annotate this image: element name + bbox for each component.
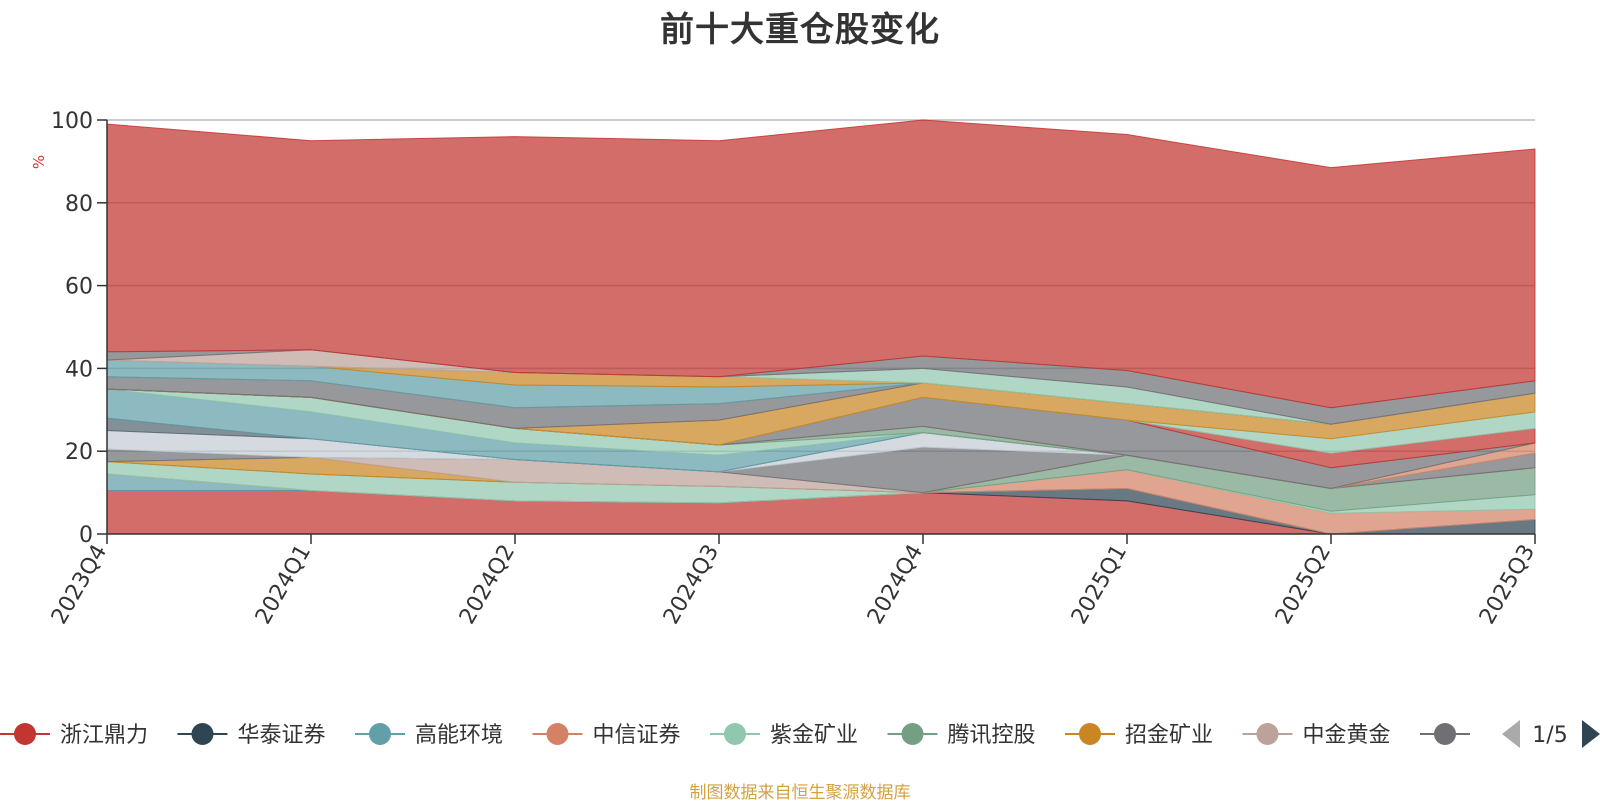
legend-label: 中金黄金 bbox=[1303, 723, 1391, 748]
legend-item[interactable]: 招金矿业 bbox=[1065, 723, 1213, 748]
legend-label: 腾讯控股 bbox=[948, 723, 1036, 748]
area-series-25 bbox=[106, 119, 1536, 409]
legend-marker-icon bbox=[1434, 723, 1456, 745]
legend-label: 中信证券 bbox=[593, 723, 681, 748]
legend-items: 浙江鼎力 华泰证券 高能环境 中信证券 紫金矿业 腾讯控股 招金矿业 中金黄金 洛阳钼业 bbox=[0, 723, 1568, 748]
legend-marker-icon bbox=[14, 723, 36, 745]
legend-label: 浙江鼎力 bbox=[60, 723, 148, 748]
legend-item[interactable]: 中金黄金 bbox=[1242, 723, 1391, 748]
y-axis-label: % bbox=[30, 155, 48, 169]
legend-item[interactable]: 中信证券 bbox=[532, 723, 681, 748]
legend-item[interactable]: 洛阳钼业 bbox=[1420, 723, 1568, 748]
y-tick-label: 60 bbox=[65, 275, 93, 300]
legend-item[interactable]: 浙江鼎力 bbox=[0, 723, 148, 748]
legend-label: 紫金矿业 bbox=[770, 723, 858, 748]
y-tick-label: 80 bbox=[65, 192, 93, 217]
x-tick-label: 2024Q2 bbox=[455, 541, 520, 629]
y-tick-label: 100 bbox=[51, 109, 93, 134]
y-tick-label: 20 bbox=[65, 440, 93, 465]
legend-label: 招金矿业 bbox=[1125, 723, 1213, 748]
legend-item[interactable]: 腾讯控股 bbox=[887, 723, 1036, 748]
x-tick-label: 2023Q4 bbox=[47, 541, 112, 629]
chart-title: 前十大重仓股变化 bbox=[660, 10, 940, 50]
source-note: 制图数据来自恒生聚源数据库 bbox=[689, 783, 911, 803]
legend-marker-icon bbox=[1079, 723, 1101, 745]
x-tick-label: 2025Q2 bbox=[1271, 541, 1336, 629]
x-tick-label: 2024Q1 bbox=[251, 541, 316, 629]
legend-marker-icon bbox=[901, 723, 924, 745]
legend-item[interactable]: 紫金矿业 bbox=[710, 723, 858, 748]
legend-item[interactable]: 高能环境 bbox=[355, 723, 503, 748]
y-tick-label: 0 bbox=[79, 523, 93, 548]
x-tick-label: 2024Q4 bbox=[863, 541, 928, 629]
stacked-areas bbox=[106, 119, 1536, 535]
legend-page-indicator: 1/5 bbox=[1532, 723, 1567, 748]
legend-label: 华泰证券 bbox=[238, 723, 326, 748]
legend-marker-icon bbox=[191, 723, 214, 745]
legend: 浙江鼎力 华泰证券 高能环境 中信证券 紫金矿业 腾讯控股 招金矿业 中金黄金 洛阳钼业 1/5 bbox=[0, 720, 1600, 748]
legend-marker-icon bbox=[724, 723, 746, 745]
legend-item[interactable]: 华泰证券 bbox=[177, 723, 326, 748]
legend-label: 高能环境 bbox=[415, 723, 503, 748]
legend-marker-icon bbox=[1256, 723, 1279, 745]
x-tick-label: 2024Q3 bbox=[659, 541, 724, 629]
x-tick-label: 2025Q3 bbox=[1475, 541, 1540, 629]
x-tick-label: 2025Q1 bbox=[1067, 541, 1132, 629]
legend-next-icon[interactable] bbox=[1582, 720, 1600, 748]
y-tick-label: 40 bbox=[65, 357, 93, 382]
legend-marker-icon bbox=[369, 723, 391, 745]
legend-marker-icon bbox=[546, 723, 569, 745]
legend-prev-icon[interactable] bbox=[1502, 720, 1520, 748]
